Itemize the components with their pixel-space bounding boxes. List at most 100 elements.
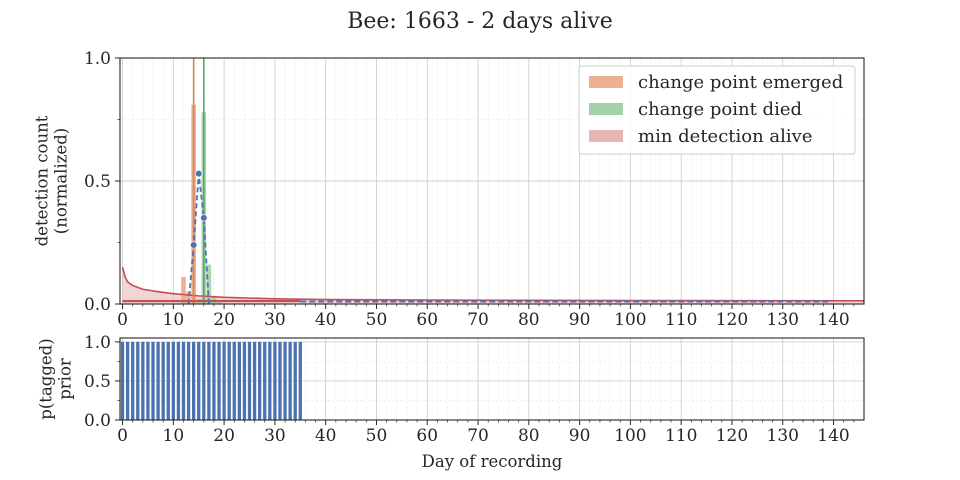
x-tick-label: 0 (117, 310, 128, 330)
prior-bar (202, 341, 206, 420)
x-tick-label: 40 (315, 426, 337, 446)
prior-bar (186, 341, 191, 420)
bottom-y-axis-label: p(tagged)prior (37, 338, 75, 419)
x-tick-label: 60 (416, 426, 438, 446)
prior-bar (263, 341, 267, 420)
y-axis-label-line: p(tagged) (37, 338, 56, 419)
chart-title: Bee: 1663 - 2 days alive (347, 9, 613, 34)
legend: change point emerged change point died min… (578, 65, 856, 155)
x-tick-label: 30 (264, 310, 286, 330)
x-axis-label: Day of recording (422, 452, 563, 471)
prior-bar (278, 341, 282, 420)
legend-label: change point died (638, 99, 802, 120)
x-tick-label: 10 (163, 426, 185, 446)
x-tick-label: 80 (518, 310, 540, 330)
detection-point (195, 170, 203, 178)
prior-bar (237, 341, 241, 420)
prior-bar (268, 341, 272, 420)
x-tick-label: 120 (716, 310, 748, 330)
y-tick-label: 0.0 (84, 411, 111, 431)
prior-bar (136, 341, 140, 420)
x-tick-label: 130 (767, 426, 799, 446)
bottom-grid (120, 338, 865, 421)
prior-bar (131, 341, 135, 420)
died-histogram-bar (216, 301, 222, 304)
y-axis-label-line: detection count (33, 115, 52, 246)
prior-bar (146, 341, 150, 420)
prior-bar (120, 341, 125, 420)
top-y-axis-label: detection count(normalized) (33, 115, 71, 246)
prior-bar (217, 341, 221, 420)
prior-bars (120, 341, 302, 420)
x-tick-label: 50 (366, 426, 388, 446)
x-tick-label: 40 (315, 310, 337, 330)
prior-bar (125, 341, 130, 420)
min-detection-fill (122, 267, 864, 304)
x-tick-label: 50 (366, 310, 388, 330)
emerged-histogram-bar (181, 276, 186, 304)
top-lines (121, 58, 865, 305)
prior-bar (197, 341, 201, 420)
y-tick-label: 1.0 (84, 333, 111, 353)
x-tick-label: 0 (117, 426, 128, 446)
prior-bar (207, 341, 211, 420)
prior-bar (273, 341, 277, 420)
prior-bar (293, 341, 297, 420)
prior-bar (283, 341, 287, 420)
x-tick-label: 20 (213, 426, 235, 446)
x-tick-label: 120 (716, 426, 748, 446)
legend-label: min detection alive (638, 126, 813, 147)
prior-bar (191, 341, 196, 420)
legend-swatch (589, 76, 623, 88)
x-tick-label: 100 (614, 310, 646, 330)
x-tick-label: 80 (518, 426, 540, 446)
x-tick-label: 100 (614, 426, 646, 446)
prior-bar (252, 341, 257, 420)
prior-bar (171, 341, 175, 420)
prior-bar (288, 341, 292, 420)
died-histogram-bar (206, 264, 212, 304)
x-tick-label: 10 (163, 310, 185, 330)
prior-bar (227, 341, 231, 420)
x-tick-label: 20 (213, 310, 235, 330)
x-tick-label: 70 (467, 426, 489, 446)
emerged-histogram-bar (186, 291, 191, 304)
legend-swatch (589, 103, 623, 115)
prior-bar (222, 341, 226, 420)
prior-bar (176, 341, 181, 420)
prior-bar (181, 341, 186, 420)
detection-point (200, 214, 208, 222)
prior-bar (166, 341, 170, 420)
top-panel: 0 10 20 30 40 50 60 70 80 90 100 110 120 130 140 0.0 0.5… (33, 49, 865, 330)
top-ticks: 0 10 20 30 40 50 60 70 80 90 100 110 120 130 140 0.0 0.5… (84, 49, 855, 330)
bottom-panel: 0 10 20 30 40 50 60 70 80 90 100 110 120 130 140 0.0 0.5… (37, 333, 865, 471)
legend-label: change point emerged (638, 72, 843, 93)
legend-box (578, 65, 856, 155)
y-tick-label: 0.5 (84, 172, 111, 192)
prior-bar (141, 341, 145, 420)
x-tick-label: 90 (569, 310, 591, 330)
change-point-histograms (181, 104, 222, 305)
x-tick-label: 30 (264, 426, 286, 446)
prior-bar (247, 341, 252, 420)
min-detection-line (121, 266, 865, 302)
prior-bar (161, 341, 165, 420)
y-tick-label: 0.5 (84, 372, 111, 392)
prior-bar (156, 341, 160, 420)
bottom-axes-frame (119, 337, 865, 421)
detection-points (190, 170, 208, 249)
x-tick-label: 140 (817, 310, 849, 330)
bottom-ticks: 0 10 20 30 40 50 60 70 80 90 100 110 120 130 140 0.0 0.5… (84, 333, 855, 446)
y-tick-label: 1.0 (84, 49, 111, 69)
prior-bar (151, 341, 155, 420)
x-tick-label: 110 (665, 310, 697, 330)
prior-bar (232, 341, 236, 420)
min-detection-area (122, 267, 864, 304)
x-tick-label: 70 (467, 310, 489, 330)
prior-bar (212, 341, 216, 420)
legend-swatch (589, 130, 623, 142)
y-tick-label: 0.0 (84, 295, 111, 315)
prior-bar (298, 341, 302, 420)
y-axis-label-line: prior (56, 358, 75, 400)
